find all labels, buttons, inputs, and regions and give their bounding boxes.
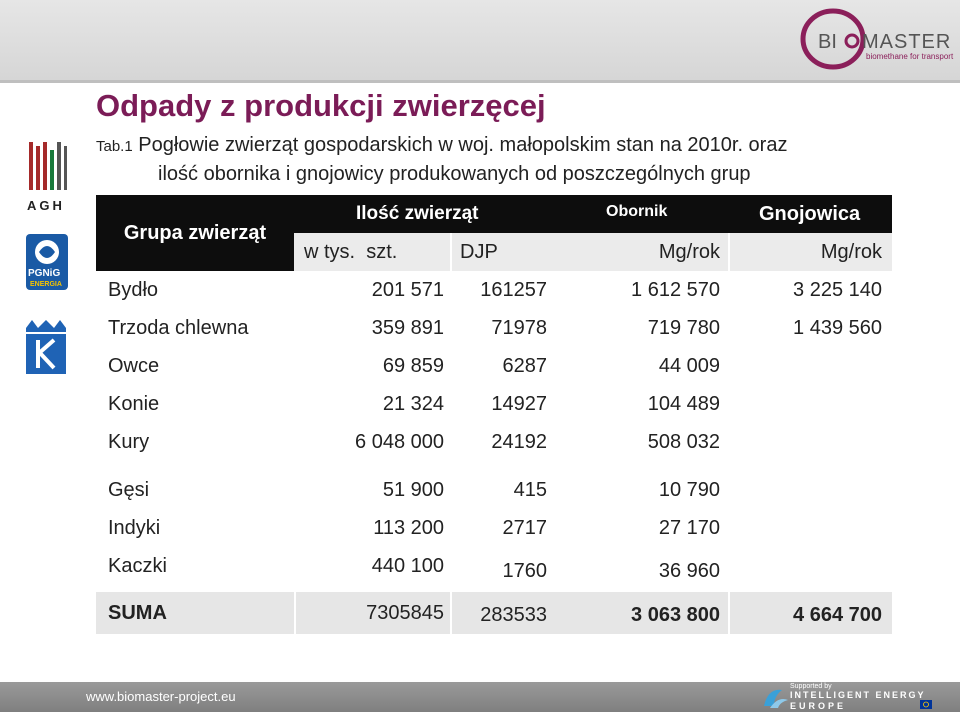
row-count: 359 891 xyxy=(371,317,444,339)
row-count: 113 200 xyxy=(373,517,444,539)
table-row: Indyki 113 200 2717 27 170 xyxy=(96,510,892,549)
table-top-header: Ilość zwierząt Obornik Gnojowica xyxy=(294,195,892,233)
row-djp: 71978 xyxy=(491,317,547,339)
slurry-header: Gnojowica xyxy=(759,203,861,225)
unit-manure: Mg/rok xyxy=(658,241,720,263)
row-count: 21 324 xyxy=(382,393,444,415)
row-djp: 1760 xyxy=(502,560,548,582)
table-row: Konie 21 324 14927 104 489 xyxy=(96,386,892,425)
row-manure: 27 170 xyxy=(658,517,720,539)
row-name: Kury xyxy=(108,431,150,453)
row-manure: 104 489 xyxy=(647,393,720,415)
row-count: 440 100 xyxy=(371,555,444,577)
row-slurry: 3 225 140 xyxy=(793,279,882,301)
row-manure: 1 612 570 xyxy=(631,279,720,301)
row-count: 201 571 xyxy=(371,279,444,301)
column-divider xyxy=(294,272,296,634)
row-manure: 36 960 xyxy=(658,560,720,582)
row-manure: 10 790 xyxy=(658,479,720,501)
total-manure: 3 063 800 xyxy=(631,604,720,626)
row-manure: 719 780 xyxy=(647,317,720,339)
page-title: Odpady z produkcji zwierzęcej xyxy=(96,88,546,123)
row-djp: 161257 xyxy=(480,279,547,301)
pgnig-logo-text: PGNiG xyxy=(28,268,60,279)
row-name: Konie xyxy=(108,393,160,415)
unit-djp: DJP xyxy=(460,241,498,263)
manure-header: Obornik xyxy=(606,203,668,220)
ie-supported: Supported by xyxy=(790,683,832,690)
total-slurry: 4 664 700 xyxy=(793,604,882,626)
subtitle-text: Pogłowie zwierząt gospodarskich w woj. m… xyxy=(132,134,788,156)
agh-logo-text: AGH xyxy=(27,198,65,213)
row-slurry: 1 439 560 xyxy=(793,317,882,339)
biomaster-logo-text: BI xyxy=(818,31,837,53)
table-row: Gęsi 51 900 415 10 790 xyxy=(96,472,892,511)
table-row: Owce 69 859 6287 44 009 xyxy=(96,348,892,387)
pgnig-logo-sub: ENERGIA xyxy=(30,281,62,288)
row-djp: 415 xyxy=(513,479,547,501)
intelligent-energy-logo: Supported by INTELLIGENT ENERGY EUROPE xyxy=(764,683,932,711)
pgnig-logo: PGNiG ENERGIA xyxy=(26,234,68,290)
agh-logo: AGH xyxy=(27,142,67,213)
row-count: 6 048 000 xyxy=(355,431,444,453)
group-header: Grupa zwierząt xyxy=(96,195,294,271)
subtitle-tab: Tab.1 xyxy=(96,138,133,155)
biomaster-logo-text2: MASTER xyxy=(862,31,951,53)
column-divider xyxy=(450,233,452,634)
row-djp: 2717 xyxy=(502,517,548,539)
column-divider xyxy=(728,233,730,634)
ie-line2: EUROPE xyxy=(790,701,846,711)
subtitle-line2: ilość obornika i gnojowicy produkowanych… xyxy=(158,163,751,185)
table-row: Trzoda chlewna 359 891 71978 719 780 1 4… xyxy=(96,310,892,349)
row-name: Owce xyxy=(108,355,160,377)
malopolska-emblem xyxy=(26,320,66,374)
table-row: Bydło 201 571 161257 1 612 570 3 225 140 xyxy=(96,272,892,311)
total-count: 7305845 xyxy=(366,602,444,624)
footer-band xyxy=(0,682,960,712)
row-name: Trzoda chlewna xyxy=(108,317,249,339)
table-unit-header: w tys. szt. DJP Mg/rok Mg/rok xyxy=(294,233,892,271)
top-divider xyxy=(0,80,960,83)
row-djp: 24192 xyxy=(491,431,547,453)
row-name: Gęsi xyxy=(108,479,150,501)
unit-count: w tys. szt. xyxy=(304,241,398,263)
biomaster-logo: BI MASTER biomethane for transport xyxy=(800,8,954,70)
table-row-total: SUMA 7305845 283533 3 063 800 4 664 700 xyxy=(96,592,892,636)
total-djp: 283533 xyxy=(480,604,547,626)
count-header: Ilość zwierząt xyxy=(356,203,479,224)
ie-line1: INTELLIGENT ENERGY xyxy=(790,690,926,700)
row-djp: 14927 xyxy=(491,393,547,415)
unit-slurry: Mg/rok xyxy=(820,241,882,263)
biomaster-tagline: biomethane for transport xyxy=(866,52,954,61)
row-count: 69 859 xyxy=(382,355,444,377)
row-manure: 44 009 xyxy=(658,355,720,377)
top-band xyxy=(0,0,960,80)
row-name: Bydło xyxy=(108,279,159,301)
table-row: Kury 6 048 000 24192 508 032 xyxy=(96,424,892,463)
row-manure: 508 032 xyxy=(647,431,720,453)
footer-url: www.biomaster-project.eu xyxy=(86,689,236,704)
row-count: 51 900 xyxy=(382,479,444,501)
subtitle-line1: Tab.1 Pogłowie zwierząt gospodarskich w … xyxy=(96,134,787,157)
row-name: Indyki xyxy=(108,517,161,539)
total-name: SUMA xyxy=(108,602,167,624)
table-row: Kaczki 440 100 1760 36 960 xyxy=(96,548,892,592)
row-djp: 6287 xyxy=(502,355,548,377)
row-name: Kaczki xyxy=(108,555,167,577)
